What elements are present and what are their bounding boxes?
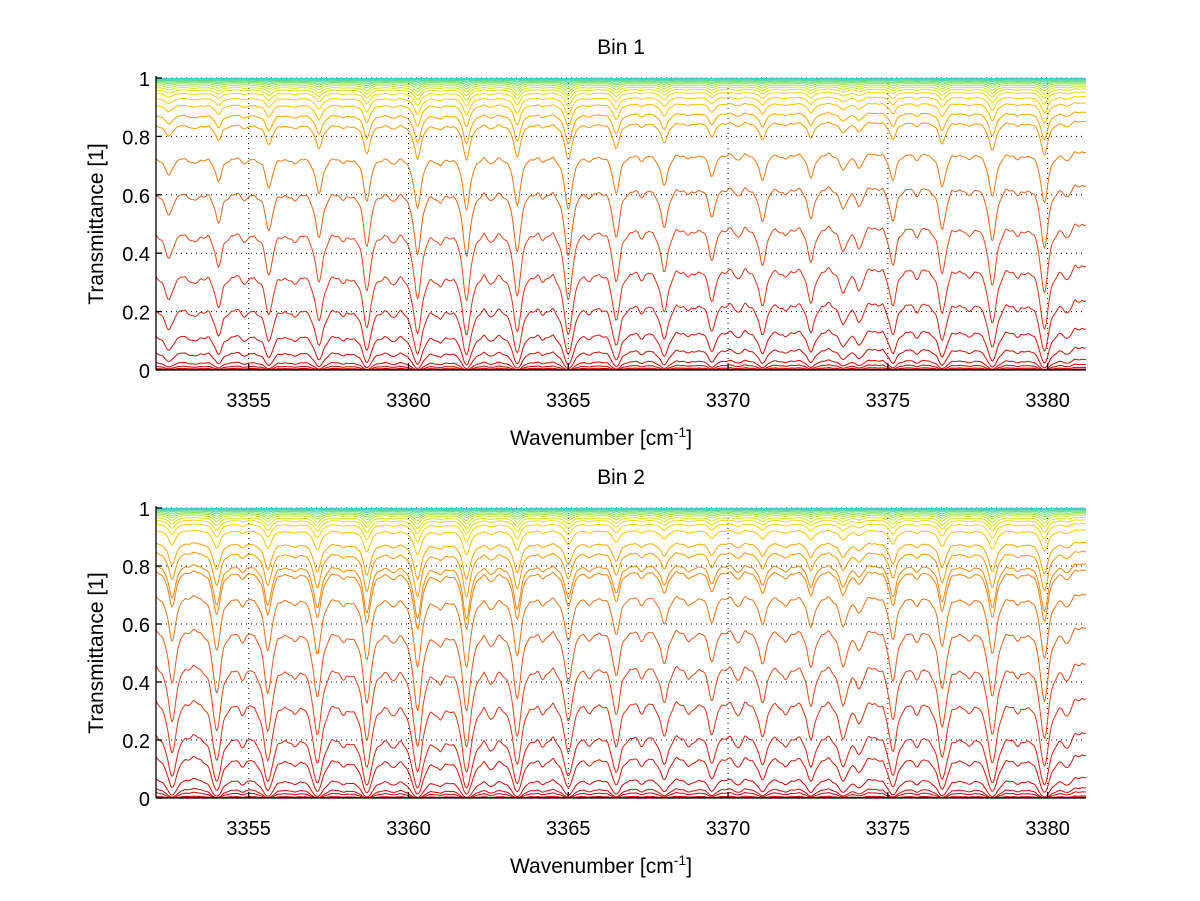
spectrum-line bbox=[155, 754, 1087, 795]
x-tick-label: 3355 bbox=[226, 818, 271, 840]
spectrum-line bbox=[155, 86, 1087, 97]
spectrum-line bbox=[155, 516, 1086, 530]
spectrum-line bbox=[155, 523, 1087, 543]
x-axis-label-main: Wavenumber [cm bbox=[510, 855, 674, 878]
x-axis-label-superscript: -1 bbox=[674, 424, 687, 440]
spectrum-line bbox=[155, 299, 1087, 356]
subplot-bin-2: Bin 2 Transmittance [1] Wavenumber [cm-1… bbox=[85, 466, 1087, 878]
x-tick-labels: 3355 3360 3365 3370 3375 3380 bbox=[226, 390, 1069, 412]
spectra-series bbox=[155, 507, 1087, 799]
spectrum-line bbox=[155, 79, 1086, 83]
spectrum-line bbox=[155, 514, 1086, 525]
spectrum-line bbox=[155, 151, 1087, 211]
spectrum-line bbox=[155, 541, 1087, 580]
spectrum-line bbox=[155, 593, 1087, 668]
spectrum-line bbox=[155, 88, 1087, 101]
y-tick-label: 0.4 bbox=[122, 244, 150, 266]
spectrum-line bbox=[155, 626, 1087, 712]
x-tick-label: 3375 bbox=[866, 818, 911, 840]
spectrum-line bbox=[155, 697, 1087, 773]
spectrum-line bbox=[155, 529, 1087, 556]
x-tick-label: 3360 bbox=[386, 390, 431, 412]
spectrum-line bbox=[155, 91, 1087, 107]
spectrum-line bbox=[155, 787, 1087, 799]
y-tick-label: 0 bbox=[139, 789, 150, 811]
spectrum-line bbox=[155, 346, 1087, 369]
y-axis-label: Transmittance [1] bbox=[85, 572, 108, 733]
x-tick-label: 3365 bbox=[546, 818, 591, 840]
spectrum-line bbox=[155, 80, 1086, 85]
spectrum-line bbox=[155, 511, 1086, 519]
x-tick-label: 3360 bbox=[386, 818, 431, 840]
spectrum-line bbox=[155, 662, 1087, 748]
spectrum-line bbox=[155, 223, 1087, 302]
x-axis-label: Wavenumber [cm-1] bbox=[510, 852, 692, 878]
spectrum-line bbox=[155, 79, 1086, 82]
x-tick-label: 3365 bbox=[546, 390, 591, 412]
spectrum-line bbox=[155, 264, 1087, 336]
y-tick-label: 0.2 bbox=[122, 731, 150, 753]
x-tick-label: 3380 bbox=[1025, 818, 1070, 840]
y-tick-labels: 0 0.2 0.4 0.6 0.8 1 bbox=[122, 69, 150, 383]
spectrum-line bbox=[155, 120, 1087, 161]
chart-title: Bin 2 bbox=[597, 466, 645, 489]
x-tick-label: 3380 bbox=[1025, 390, 1070, 412]
spectrum-line bbox=[155, 791, 1087, 799]
y-tick-labels: 0 0.2 0.4 0.6 0.8 1 bbox=[122, 499, 150, 811]
x-tick-label: 3370 bbox=[706, 818, 751, 840]
spectrum-line bbox=[155, 81, 1086, 87]
y-tick-label: 0.4 bbox=[122, 673, 150, 695]
x-axis-label-superscript: -1 bbox=[674, 852, 687, 868]
x-tick-label: 3355 bbox=[226, 390, 271, 412]
spectrum-line bbox=[155, 327, 1087, 366]
y-tick-label: 0.6 bbox=[122, 186, 150, 208]
spectrum-line bbox=[155, 358, 1087, 371]
x-tick-labels: 3355 3360 3365 3370 3375 3380 bbox=[226, 818, 1069, 840]
spectrum-line bbox=[155, 519, 1086, 535]
spectrum-line bbox=[155, 184, 1087, 258]
y-tick-label: 0.8 bbox=[122, 127, 150, 149]
x-tick-label: 3370 bbox=[706, 390, 751, 412]
spectrum-line bbox=[155, 563, 1087, 620]
spectrum-line bbox=[155, 513, 1087, 521]
spectrum-line bbox=[155, 732, 1087, 789]
axes bbox=[155, 76, 1086, 371]
spectrum-line bbox=[155, 509, 1086, 514]
spectrum-line bbox=[155, 102, 1087, 128]
y-tick-label: 0 bbox=[139, 361, 150, 383]
y-tick-label: 0.6 bbox=[122, 615, 150, 637]
spectrum-line bbox=[155, 550, 1087, 598]
axes bbox=[155, 506, 1086, 799]
y-axis-label: Transmittance [1] bbox=[85, 143, 108, 304]
x-axis-label-main: Wavenumber [cm bbox=[510, 427, 674, 450]
spectrum-line bbox=[155, 111, 1087, 145]
spectrum-line bbox=[155, 96, 1087, 116]
y-tick-label: 1 bbox=[139, 499, 150, 521]
x-axis-label-suffix: ] bbox=[686, 427, 692, 450]
subplot-bin-1: Bin 1 Transmittance [1] Wavenumber [cm-1… bbox=[85, 36, 1087, 450]
spectrum-line bbox=[155, 84, 1086, 93]
x-tick-label: 3375 bbox=[866, 390, 911, 412]
x-axis-label: Wavenumber [cm-1] bbox=[510, 424, 692, 450]
spectrum-line bbox=[155, 776, 1087, 798]
y-tick-label: 1 bbox=[139, 69, 150, 91]
spectrum-line bbox=[155, 82, 1086, 90]
spectrum-line bbox=[155, 569, 1087, 630]
spectrum-line bbox=[155, 510, 1086, 516]
chart-title: Bin 1 bbox=[597, 36, 645, 59]
y-tick-label: 0.2 bbox=[122, 303, 150, 325]
spectrum-line bbox=[156, 509, 1086, 512]
spectrum-line bbox=[155, 363, 1087, 371]
y-tick-label: 0.8 bbox=[122, 557, 150, 579]
x-axis-label-suffix: ] bbox=[686, 855, 692, 878]
spectra-series bbox=[155, 77, 1087, 371]
